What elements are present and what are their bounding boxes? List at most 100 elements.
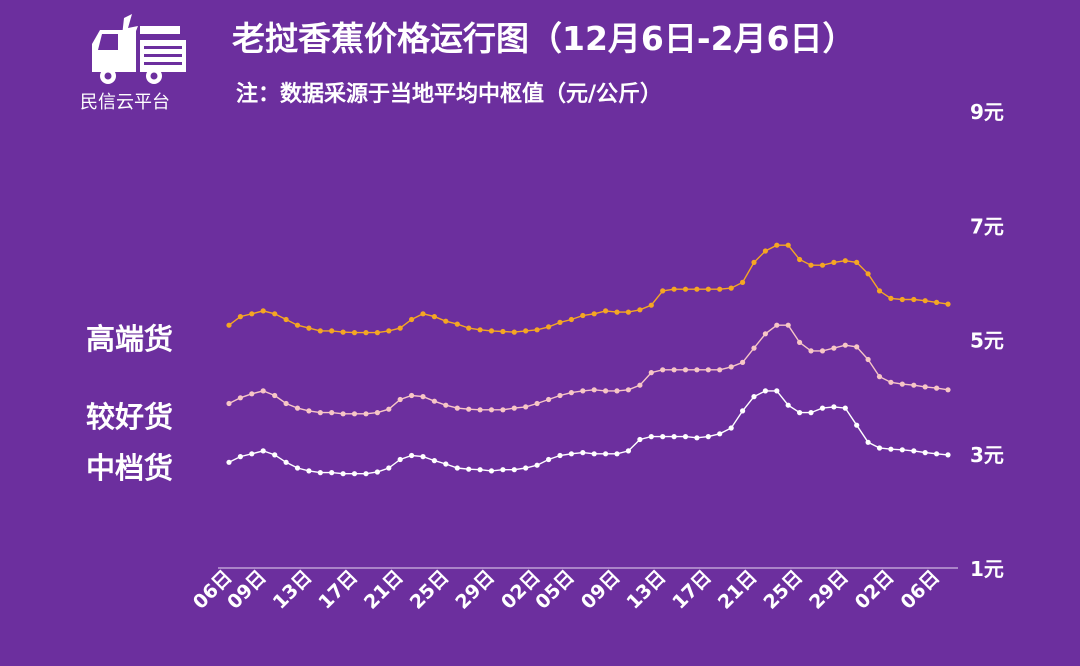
brand-name: 民信云平台 (80, 92, 170, 113)
data-point (740, 359, 746, 365)
data-point (431, 458, 437, 464)
data-point (580, 388, 586, 394)
data-point (397, 325, 403, 331)
data-point (876, 374, 883, 380)
data-point (625, 387, 632, 393)
data-point (694, 286, 700, 292)
data-point (808, 410, 814, 416)
data-point (660, 434, 666, 440)
data-point (819, 405, 826, 411)
data-point (819, 262, 826, 268)
x-tick-label: 05日 (531, 566, 579, 614)
data-point (591, 311, 597, 317)
data-point (272, 452, 278, 458)
data-point (934, 451, 940, 457)
data-point (477, 407, 483, 413)
data-point (546, 456, 552, 463)
data-point (294, 405, 301, 411)
data-point (386, 465, 392, 471)
y-tick-label: 7元 (970, 214, 1004, 238)
truck-logo-icon (92, 14, 186, 84)
data-point (306, 325, 312, 331)
y-tick-label: 9元 (970, 100, 1004, 124)
data-point (717, 431, 723, 437)
data-point (511, 467, 517, 473)
data-point (682, 286, 689, 292)
data-point (648, 302, 654, 308)
data-point (762, 248, 769, 254)
data-point (705, 286, 711, 292)
y-tick-label: 3元 (970, 443, 1004, 467)
data-point (431, 398, 437, 404)
data-point (728, 364, 734, 370)
data-point (831, 345, 837, 351)
data-point (934, 385, 940, 391)
data-point (785, 322, 791, 328)
data-point (500, 328, 506, 335)
data-point (363, 411, 369, 417)
data-point (317, 470, 323, 476)
data-point (888, 379, 894, 385)
x-tick-label: 17日 (314, 566, 362, 614)
data-point (283, 316, 289, 323)
data-point (922, 298, 928, 304)
data-point (397, 396, 403, 403)
data-point (443, 402, 449, 408)
data-point (363, 330, 369, 336)
data-point (329, 470, 335, 476)
data-point (477, 467, 483, 473)
x-tick-label: 21日 (714, 566, 762, 614)
x-tick-label: 13日 (623, 566, 671, 614)
data-point (409, 392, 415, 399)
data-point (363, 471, 369, 477)
data-point (568, 451, 575, 457)
x-tick-label: 09日 (223, 566, 271, 614)
data-point (466, 406, 472, 412)
data-point (409, 452, 415, 459)
data-point (922, 450, 928, 456)
data-point (249, 451, 255, 457)
data-point (899, 447, 905, 453)
data-point (226, 322, 232, 328)
data-point (740, 408, 746, 414)
data-point (340, 411, 346, 417)
x-tick-label: 13日 (269, 566, 317, 614)
data-point (568, 390, 575, 396)
data-point (488, 328, 495, 334)
data-point (648, 370, 654, 376)
data-point (865, 439, 871, 445)
x-tick-label: 29日 (805, 566, 853, 614)
x-tick-label: 17日 (668, 566, 716, 614)
data-point (899, 381, 905, 387)
data-point (591, 451, 597, 457)
data-point (226, 400, 232, 407)
x-tick-label: 06日 (189, 566, 237, 614)
data-point (603, 451, 609, 457)
data-point (466, 466, 472, 472)
data-point (546, 324, 552, 330)
data-point (671, 367, 677, 373)
data-point (762, 331, 769, 337)
data-point (911, 382, 917, 388)
y-tick-label: 1元 (970, 557, 1004, 581)
x-tick-label: 25日 (759, 566, 807, 614)
data-point (374, 330, 380, 336)
chart-subtitle: 注：数据采源于当地平均中枢值（元/公斤） (236, 82, 663, 107)
data-point (854, 422, 860, 428)
x-tick-label: 02日 (851, 566, 899, 614)
data-point (945, 387, 951, 393)
data-point (865, 271, 871, 277)
data-point (534, 462, 540, 468)
data-point (237, 314, 243, 320)
data-point (819, 348, 826, 354)
data-point (831, 259, 837, 265)
data-point (751, 345, 757, 351)
data-point (774, 242, 780, 248)
data-point (511, 329, 517, 335)
data-point (762, 388, 769, 394)
series-label-good: 较好货 (86, 400, 174, 434)
data-point (283, 400, 289, 407)
data-point (249, 391, 255, 397)
